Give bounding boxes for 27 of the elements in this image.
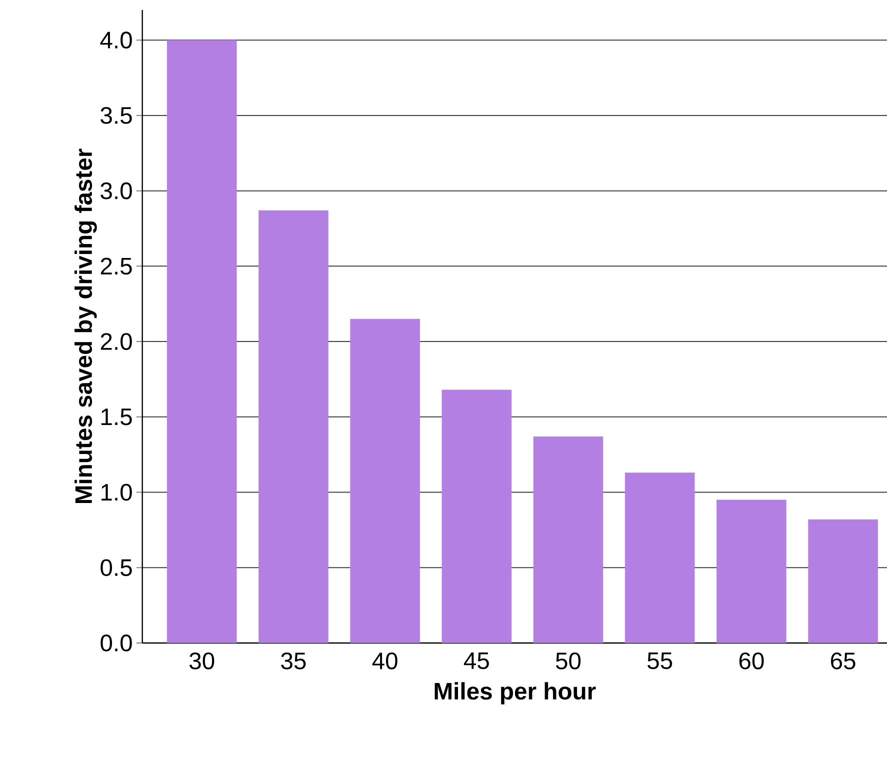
- y-tick-label: 4.0: [100, 32, 132, 49]
- x-tick-label: 35: [281, 652, 306, 670]
- y-tick-label: 0.5: [100, 559, 132, 576]
- x-tick-label: 50: [556, 652, 581, 670]
- y-tick-label: 0.0: [100, 634, 132, 652]
- bar: [533, 436, 604, 644]
- x-tick-label: 45: [464, 652, 489, 670]
- bar: [258, 210, 328, 644]
- x-tick-label: 40: [372, 652, 398, 670]
- y-tick-label: 2.5: [100, 258, 132, 275]
- bar: [808, 520, 878, 644]
- x-tick-label: 30: [190, 652, 214, 670]
- bar: [442, 390, 512, 644]
- x-axis-title: Miles per hour: [434, 682, 596, 705]
- bar: [624, 472, 695, 644]
- bar: [716, 500, 786, 644]
- bar: [166, 40, 237, 644]
- bar: [350, 319, 420, 644]
- y-tick-label: 1.0: [102, 484, 132, 501]
- y-axis-title: Minutes saved by driving faster: [74, 148, 97, 504]
- x-tick-label: 55: [648, 652, 672, 670]
- y-tick-label: 1.5: [102, 408, 132, 426]
- y-tick-label: 3.0: [100, 182, 132, 200]
- x-tick-label: 65: [831, 652, 856, 670]
- x-tick-label: 60: [739, 652, 764, 670]
- y-tick-label: 3.5: [100, 107, 132, 124]
- y-tick-label: 2.0: [100, 333, 132, 350]
